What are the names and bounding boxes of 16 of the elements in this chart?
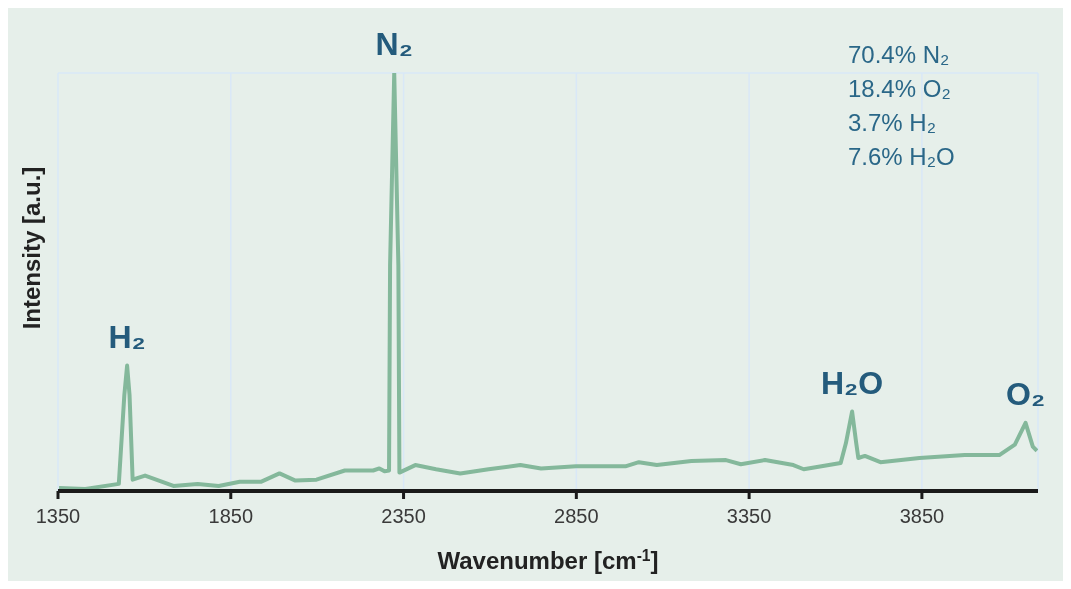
text: 70.4% N₂: [848, 40, 951, 70]
annotation: 7.6% H₂O: [848, 142, 955, 172]
annotation: 3.7% H₂: [848, 108, 938, 138]
x-tick-label: 3350: [726, 505, 772, 528]
annotation: 18.4% O₂: [848, 74, 952, 104]
x-tick-label: 1850: [208, 505, 254, 528]
annotation: H₂O: [820, 364, 884, 401]
x-axis-title: Wavenumber [cm$^{-1}$]: [437, 546, 659, 574]
annotation: H₂: [108, 318, 146, 355]
x-tick-label: 3850: [899, 505, 945, 528]
x-tick-label: 1350: [35, 505, 81, 528]
y-axis-title: Intensity [a.u.]: [18, 166, 46, 330]
annotation: O₂: [1006, 375, 1046, 412]
x-tick-label: 2350: [381, 505, 426, 528]
annotation: N₂: [375, 26, 413, 62]
x-tick-label: 2850: [554, 505, 599, 528]
